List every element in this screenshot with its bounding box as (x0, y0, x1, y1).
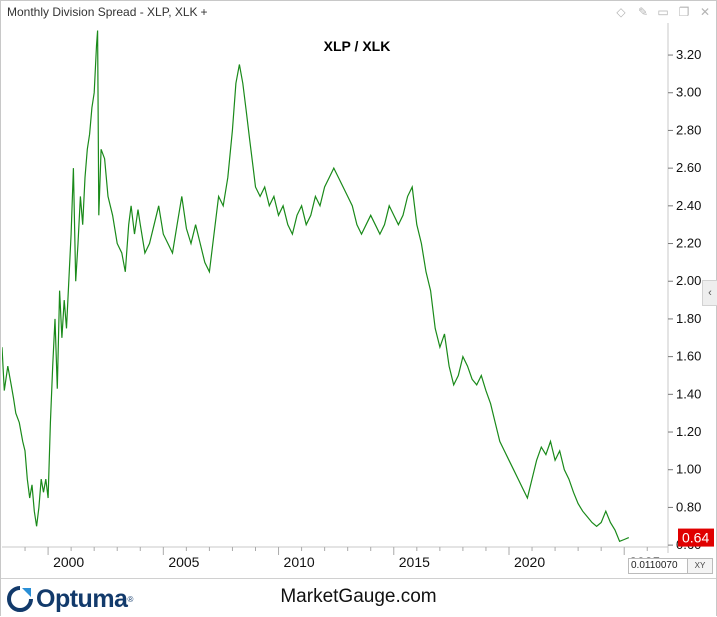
x-tick-label: 2015 (399, 554, 430, 570)
last-value-badge: 0.64 (678, 528, 714, 547)
y-tick-label: 3.00 (676, 85, 701, 100)
window-title-text: Monthly Division Spread - XLP, XLK (7, 5, 198, 19)
y-tick-label: 1.40 (676, 386, 701, 401)
logo-registered-mark: ® (127, 594, 134, 604)
last-value-label: 0.64 (682, 530, 709, 546)
cursor-value-readout: 0.0110070 (628, 558, 689, 574)
y-tick-label: 1.20 (676, 424, 701, 439)
chart-title: XLP / XLK (324, 38, 391, 54)
restore-icon[interactable]: ❐ (678, 5, 690, 19)
x-axis: 200020052010201520202025 (24, 547, 661, 570)
window-title[interactable]: Monthly Division Spread - XLP, XLK + (7, 5, 208, 19)
y-tick-label: 2.60 (676, 160, 701, 175)
y-tick-label: 2.00 (676, 273, 701, 288)
series-line-xlp-xlk (2, 30, 630, 543)
add-symbol-button[interactable]: + (200, 5, 208, 19)
close-icon[interactable]: ✕ (699, 5, 711, 19)
optuma-logo-icon (7, 586, 33, 612)
y-tick-label: 2.20 (676, 236, 701, 251)
x-tick-label: 2000 (53, 554, 84, 570)
x-tick-label: 2005 (168, 554, 199, 570)
footer-bar: Optuma ® MarketGauge.com (1, 578, 716, 617)
xy-toggle-button[interactable]: XY (687, 558, 713, 574)
x-tick-label: 2010 (284, 554, 315, 570)
x-tick-label: 2020 (514, 554, 545, 570)
logo-text: Optuma (36, 584, 128, 613)
last-value-bg (678, 528, 714, 547)
y-axis: 0.600.801.001.201.401.601.802.002.202.40… (668, 47, 701, 552)
optuma-logo: Optuma ® (7, 585, 133, 613)
y-tick-label: 1.80 (676, 311, 701, 326)
y-tick-label: 2.40 (676, 198, 701, 213)
y-tick-label: 3.20 (676, 47, 701, 62)
y-tick-label: 1.60 (676, 349, 701, 364)
chart-plot[interactable]: XLP / XLK 0.600.801.001.201.401.601.802.… (2, 23, 715, 577)
minimize-icon[interactable]: ▭ (657, 5, 669, 19)
watermark-text: MarketGauge.com (280, 586, 437, 607)
y-tick-label: 2.80 (676, 122, 701, 137)
y-tick-label: 0.80 (676, 499, 701, 514)
diamond-icon[interactable]: ◇ (616, 5, 626, 19)
collapse-panel-button[interactable]: ‹ (702, 280, 717, 306)
y-tick-label: 1.00 (676, 462, 701, 477)
title-bar: Monthly Division Spread - XLP, XLK + ◇ ✎ … (1, 1, 716, 23)
pin-icon[interactable]: ✎ (637, 5, 649, 19)
